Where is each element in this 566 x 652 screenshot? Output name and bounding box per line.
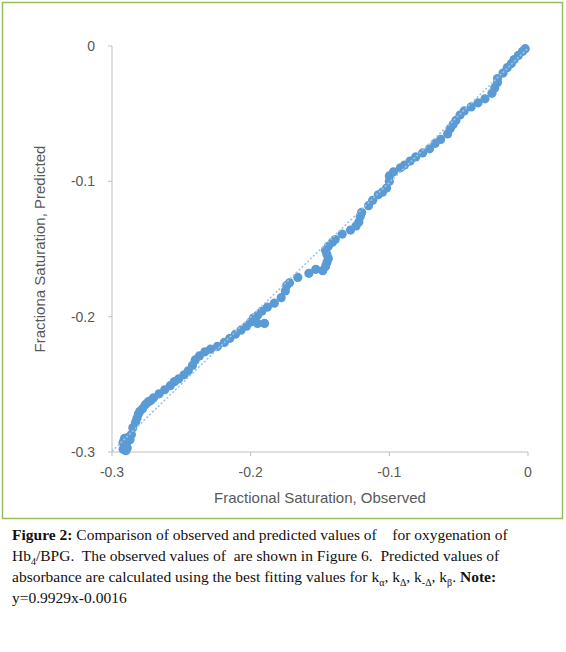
y-tick-label: -0.1 [71, 173, 95, 189]
caption-part: 4 [31, 556, 36, 567]
x-tick-label: -0.2 [239, 464, 263, 480]
caption-part: y=0.9929x-0.0016 [12, 589, 127, 606]
caption-part: Figure 2: [12, 526, 72, 543]
data-point [260, 319, 269, 328]
caption-part: β [447, 577, 452, 588]
y-tick [108, 181, 112, 182]
caption-part: . [452, 568, 460, 585]
y-tick-label: 0 [87, 38, 95, 54]
x-tick-label: 0 [524, 464, 532, 480]
chart: -0.3 -0.2 -0.1 0 0 -0.1 -0.2 -0.3 Fractional Sat… [0, 0, 566, 520]
y-tick [108, 46, 112, 47]
x-tick-label: -0.3 [100, 464, 124, 480]
x-tick [528, 452, 529, 456]
caption-part: , k [406, 568, 422, 585]
caption: Figure 2: Comparison of observed and pre… [12, 524, 556, 608]
y-tick [108, 316, 112, 317]
caption-part: Δ [400, 577, 406, 588]
x-tick [112, 452, 113, 456]
data-point [521, 44, 530, 53]
y-axis-title: Fractiona Saturation, Predicted [31, 146, 48, 353]
y-tick [108, 452, 112, 453]
y-tick-label: -0.3 [71, 444, 95, 460]
trendline [112, 48, 528, 451]
caption-part: Note: [460, 568, 496, 585]
x-tick-label: -0.1 [377, 464, 401, 480]
y-axis-line [112, 46, 113, 452]
x-axis-line [112, 452, 528, 453]
caption-part: α [379, 577, 384, 588]
x-tick [389, 452, 390, 456]
data-point [285, 278, 294, 287]
data-point [293, 273, 302, 282]
x-tick [250, 452, 251, 456]
chart-border [3, 3, 563, 519]
data-point [121, 446, 130, 455]
plot-area [112, 44, 530, 455]
x-axis-title: Fractional Saturation, Observed [214, 489, 426, 506]
data-point [357, 208, 366, 217]
caption-part: , k [432, 568, 448, 585]
caption-part: -Δ [422, 577, 432, 588]
caption-part: , k [384, 568, 400, 585]
y-tick-label: -0.2 [71, 309, 95, 325]
data-point [118, 438, 127, 447]
